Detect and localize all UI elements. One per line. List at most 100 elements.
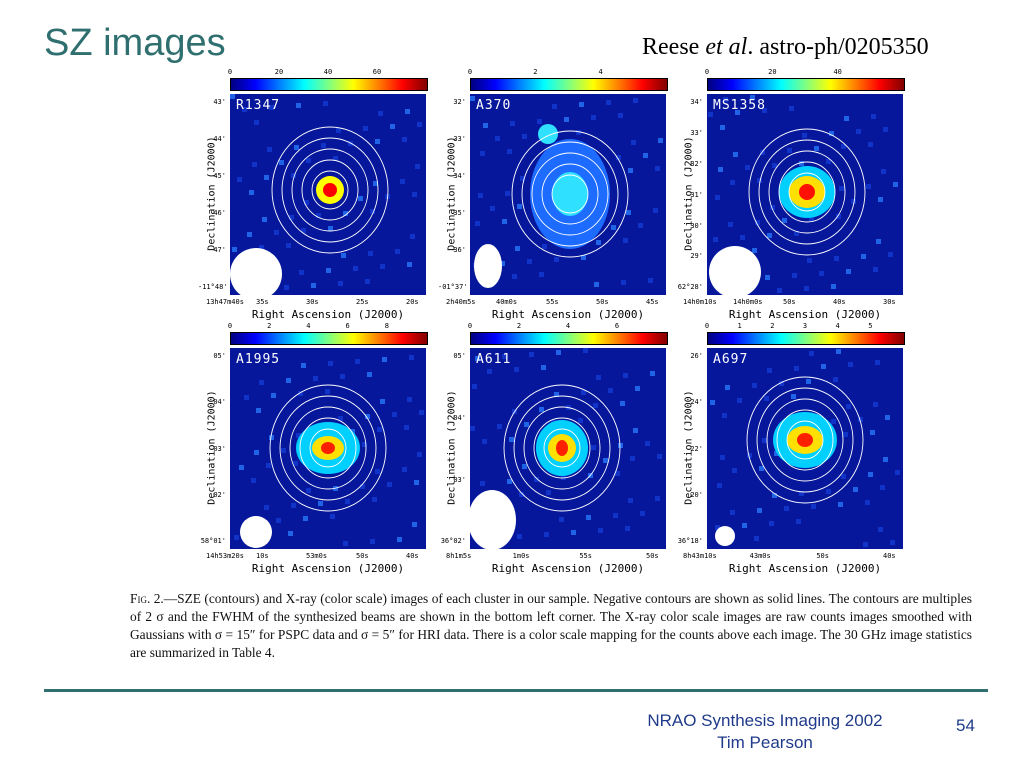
noise-pixel	[552, 104, 557, 109]
y-tick: 22'	[690, 444, 703, 453]
noise-pixel	[718, 167, 723, 172]
sze-contour	[513, 395, 611, 501]
noise-pixel	[353, 266, 358, 271]
noise-pixel	[630, 456, 635, 461]
noise-pixel	[821, 364, 826, 369]
noise-pixel	[625, 526, 630, 531]
noise-pixel	[757, 508, 762, 513]
noise-pixel	[326, 268, 331, 273]
panel-ms1358: 0 20 40 MS1358 Declination (J2000) 34' 33' 32' 3…	[673, 68, 918, 326]
noise-pixel	[581, 255, 586, 260]
sze-contour	[301, 159, 359, 221]
noise-pixel	[254, 450, 259, 455]
noise-pixel	[470, 96, 475, 101]
noise-pixel	[844, 116, 849, 121]
noise-pixel	[365, 414, 370, 419]
noise-pixel	[380, 399, 385, 404]
cluster-image: A1995	[230, 348, 426, 549]
noise-pixel	[809, 216, 814, 221]
cluster-label: R1347	[236, 98, 281, 113]
noise-pixel	[638, 223, 643, 228]
noise-pixel	[323, 101, 328, 106]
x-ticks: 14h0m10s 14h0m0s 50s 40s 30s	[683, 298, 913, 308]
noise-pixel	[836, 214, 841, 219]
noise-pixel	[230, 94, 235, 99]
noise-pixel	[517, 534, 522, 539]
sze-contour	[311, 170, 349, 210]
y-axis-label: Declination (J2000)	[446, 390, 458, 505]
noise-pixel	[259, 380, 264, 385]
y-axis-label: Declination (J2000)	[206, 136, 218, 251]
sze-contour	[279, 395, 377, 501]
colorbar-tick: 40	[323, 68, 333, 76]
colorbar-tick: 0	[227, 68, 233, 76]
y-tick: 32'	[453, 98, 466, 106]
noise-pixel	[372, 497, 377, 502]
noise-pixel	[336, 128, 341, 133]
x-tick: 50s	[596, 298, 609, 306]
cluster-image: A370	[470, 94, 666, 295]
noise-pixel	[648, 278, 653, 283]
noise-pixel	[244, 395, 249, 400]
sze-contour	[748, 128, 866, 256]
x-axis-label: Right Ascension (J2000)	[251, 308, 405, 321]
noise-pixel	[735, 110, 740, 115]
noise-pixel	[402, 467, 407, 472]
noise-pixel	[799, 491, 804, 496]
noise-pixel	[851, 199, 856, 204]
noise-pixel	[382, 357, 387, 362]
noise-pixel	[316, 213, 321, 218]
noise-pixel	[554, 392, 559, 397]
cluster-label: A1995	[236, 352, 281, 367]
noise-pixel	[826, 159, 831, 164]
noise-pixel	[502, 354, 507, 359]
noise-pixel	[843, 432, 848, 437]
noise-pixel	[802, 133, 807, 138]
noise-pixel	[578, 418, 583, 423]
noise-pixel	[796, 519, 801, 524]
sze-contour	[778, 161, 836, 223]
noise-pixel	[779, 381, 784, 386]
x-tick: 8h1m5s	[446, 552, 472, 560]
x-ticks: 13h47m40s 35s 30s 25s 20s	[206, 298, 436, 308]
beam-ellipse	[470, 490, 516, 549]
x-ticks: 8h1m5s 1m0s 55s 50s	[446, 552, 676, 562]
noise-pixel	[478, 193, 483, 198]
noise-pixel	[269, 435, 274, 440]
x-tick: 50s	[783, 298, 796, 306]
noise-pixel	[556, 350, 561, 355]
xray-map	[710, 349, 900, 547]
sze-contour	[309, 428, 347, 468]
colorbar-tick: 6	[345, 322, 350, 330]
noise-pixel	[242, 107, 247, 112]
noise-pixel	[321, 143, 326, 148]
noise-pixel	[559, 517, 564, 522]
sze-contour	[531, 152, 609, 236]
noise-pixel	[397, 537, 402, 542]
noise-pixel	[517, 204, 522, 209]
cluster-label: MS1358	[713, 98, 766, 113]
noise-pixel	[490, 206, 495, 211]
noise-pixel	[880, 485, 885, 490]
noise-pixel	[370, 209, 375, 214]
x-tick: 30s	[883, 298, 896, 306]
noise-pixel	[620, 401, 625, 406]
noise-pixel	[875, 360, 880, 365]
noise-pixel	[591, 445, 596, 450]
noise-pixel	[375, 139, 380, 144]
noise-pixel	[402, 137, 407, 142]
colorbar-tick: 2	[770, 322, 775, 330]
noise-pixel	[737, 398, 742, 403]
sze-contour	[756, 387, 854, 493]
x-axis-label: Right Ascension (J2000)	[728, 308, 882, 321]
noise-pixel	[400, 179, 405, 184]
colorbar-tick: 4	[835, 322, 840, 330]
colorbar-ticks: 0 2 4	[468, 68, 666, 78]
x-axis-label: Right Ascension (J2000)	[728, 562, 882, 575]
noise-pixel	[876, 239, 881, 244]
noise-pixel	[633, 98, 638, 103]
noise-pixel	[237, 177, 242, 182]
y-tick: 05'	[213, 352, 226, 360]
slide-title: SZ images	[44, 22, 226, 64]
noise-pixel	[841, 474, 846, 479]
